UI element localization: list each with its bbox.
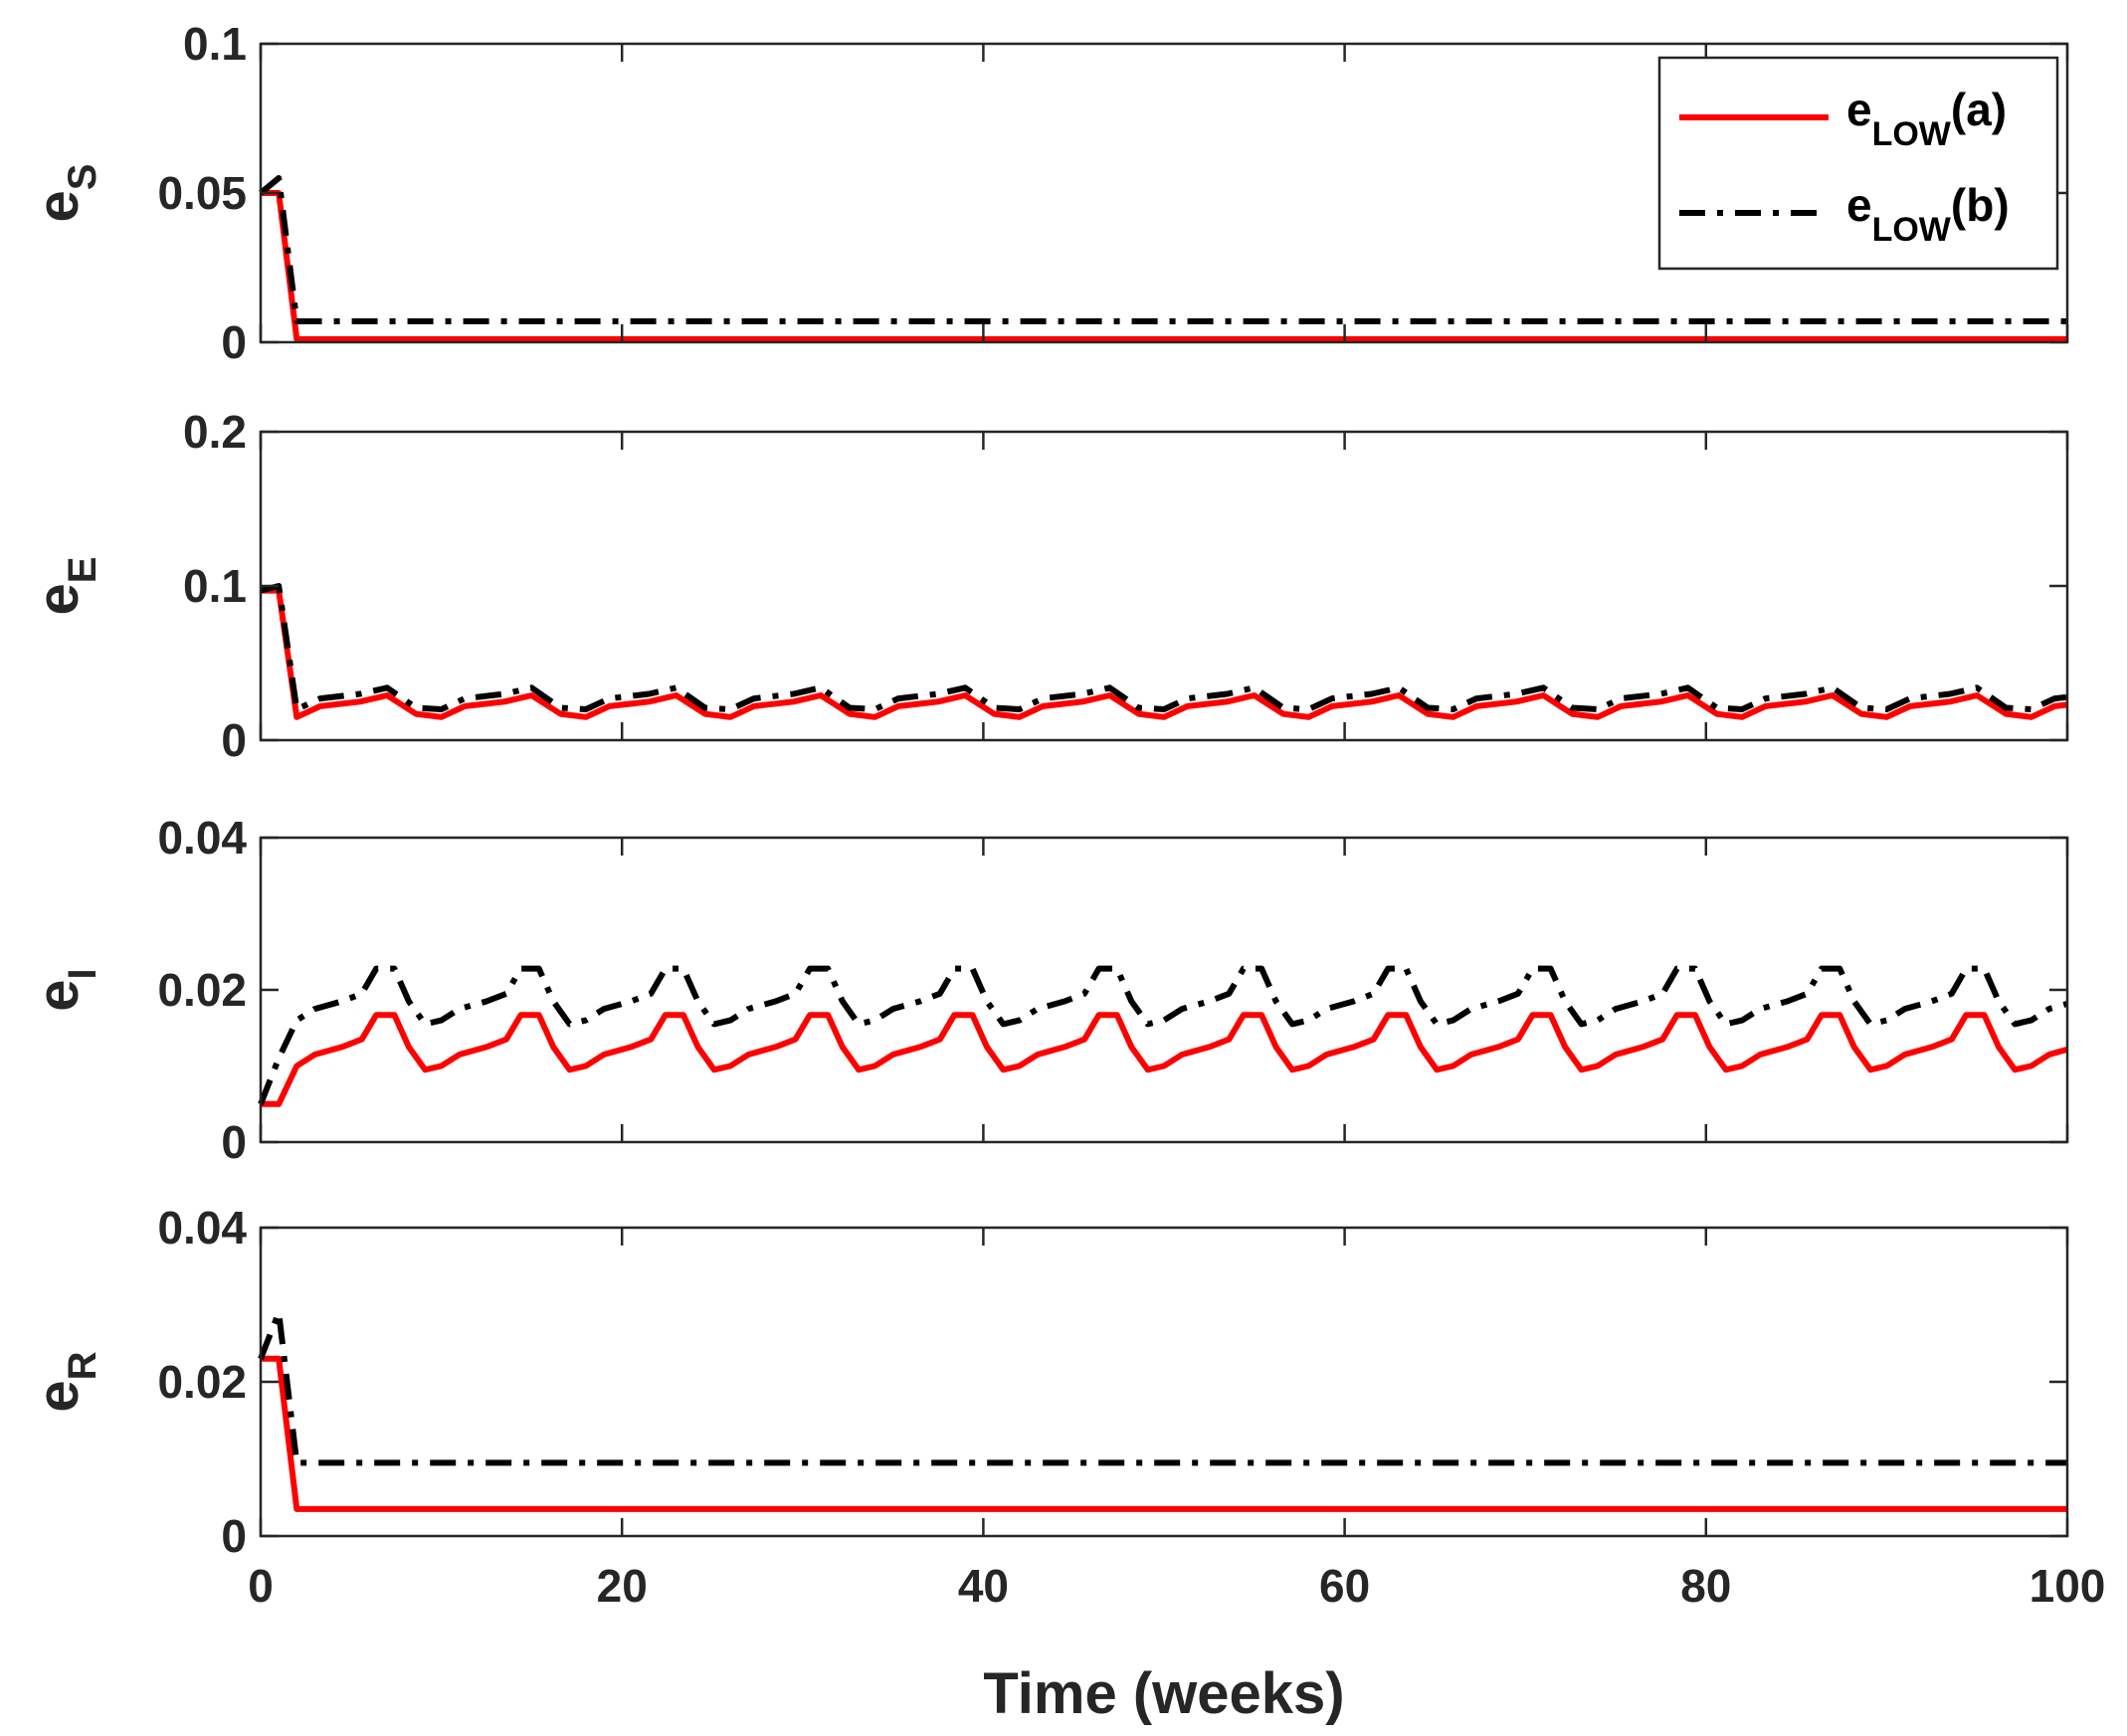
y-tick-label: 0 <box>221 1510 247 1562</box>
legend-entry-suffix: (b) <box>1951 179 2010 231</box>
y-axis-label: eR <box>26 1351 104 1412</box>
x-tick-label: 0 <box>248 1560 274 1612</box>
x-axis-label: Time (weeks) <box>983 1661 1344 1726</box>
panel-1: 00.050.1eS <box>26 18 2069 368</box>
series-line-b <box>258 1309 2067 1466</box>
y-tick-label: 0.04 <box>157 1202 247 1254</box>
series-line-a <box>261 1355 2067 1512</box>
y-tick-label: 0.02 <box>157 1356 247 1408</box>
panel-3: 0 0.02 0.04 eI <box>26 812 2069 1168</box>
legend-entry-a: eLOW(a) <box>1846 84 2007 153</box>
y-axis-label-subscript: E <box>61 557 104 584</box>
y-axis-label-subscript: I <box>61 968 104 979</box>
panel-2: 0 0.1 0.2 eE <box>26 406 2069 766</box>
y-tick-label: 0 <box>221 316 247 368</box>
x-tick-label: 20 <box>597 1560 648 1612</box>
y-tick-label: 0 <box>221 714 247 766</box>
y-axis-label: eS <box>26 164 104 223</box>
series-line-a <box>261 1012 2068 1107</box>
y-tick-label: 0.05 <box>157 167 247 219</box>
legend-entry-base: e <box>1846 179 1872 231</box>
x-tick-label: 100 <box>2030 1560 2106 1612</box>
y-tick-label: 0.2 <box>183 406 247 458</box>
y-axis-label-subscript: R <box>61 1351 104 1380</box>
series-line-b <box>259 175 2067 324</box>
legend-entry-b: eLOW(b) <box>1846 179 2010 249</box>
panel-4: 0 20 40 60 80 100 0 0.02 0.04 eR <box>26 1202 2105 1612</box>
legend-entry-subscript: LOW <box>1872 211 1952 249</box>
x-tick-label: 80 <box>1680 1560 1731 1612</box>
y-tick-label: 0.1 <box>183 560 247 612</box>
y-tick-label: 0.04 <box>157 812 247 864</box>
y-axis-label-subscript: S <box>61 164 104 191</box>
legend-box <box>1657 56 2059 271</box>
series-line-b <box>260 583 2068 712</box>
y-axis-label-base: e <box>26 1380 91 1412</box>
y-tick-label: 0.02 <box>157 964 247 1016</box>
y-axis-label: eI <box>26 968 104 1011</box>
y-axis-label-base: e <box>26 190 91 222</box>
y-axis-label-base: e <box>26 979 91 1011</box>
y-tick-label: 0.1 <box>183 18 247 70</box>
y-axis-label-base: e <box>26 583 91 615</box>
legend: eLOW(a)eLOW(b) <box>1657 56 2059 271</box>
legend-entry-base: e <box>1846 84 1872 135</box>
legend-entry-suffix: (a) <box>1951 84 2007 135</box>
series-line-a <box>261 587 2068 720</box>
y-tick-label: 0 <box>221 1116 247 1168</box>
x-tick-label: 40 <box>958 1560 1009 1612</box>
legend-entry-subscript: LOW <box>1872 115 1952 153</box>
y-axis-label: eE <box>26 557 104 616</box>
x-tick-label: 60 <box>1319 1560 1370 1612</box>
series-line-b <box>258 965 2068 1105</box>
